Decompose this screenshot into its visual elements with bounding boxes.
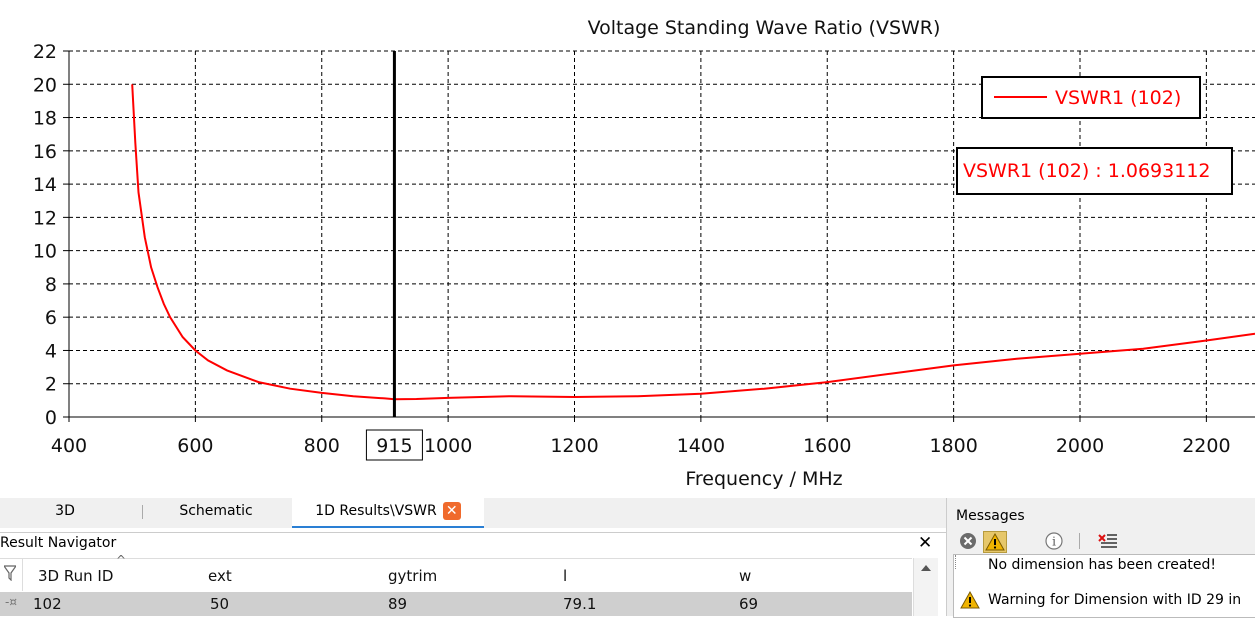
y-tick-label: 12	[33, 207, 57, 229]
messages-title: Messages	[956, 508, 1025, 524]
document-tab-bar: 3D Schematic 1D Results\VSWR ✕	[0, 498, 946, 528]
tab-schematic-label: Schematic	[179, 503, 253, 519]
warning-filter-icon[interactable]	[983, 531, 1007, 553]
column-header-l[interactable]: l	[563, 567, 568, 585]
chart-title: Voltage Standing Wave Ratio (VSWR)	[588, 17, 941, 39]
x-tick-label: 1000	[424, 435, 472, 457]
table-cell-run-id: 102	[33, 595, 62, 613]
y-tick-label: 8	[45, 274, 57, 296]
column-header-ext[interactable]: ext	[208, 567, 232, 585]
messages-panel: Messages i No dimension has been created…	[946, 498, 1255, 618]
x-tick-label: 400	[51, 435, 87, 457]
marker-readout: VSWR1 (102) : 1.0693112	[963, 160, 1211, 182]
legend-label: VSWR1 (102)	[1055, 87, 1181, 109]
tab-separator	[142, 505, 143, 519]
x-axis-label: Frequency / MHz	[685, 468, 842, 490]
tree-line	[955, 555, 957, 569]
message-item[interactable]: No dimension has been created!	[988, 557, 1217, 573]
tab-3d-label: 3D	[55, 503, 75, 519]
x-tick-label: 1600	[803, 435, 851, 457]
info-filter-icon[interactable]: i	[1043, 531, 1065, 551]
y-tick-label: 18	[33, 108, 57, 130]
filter-icon[interactable]	[4, 565, 16, 581]
sort-ascending-icon: ^	[116, 553, 127, 567]
marker-x-label-box	[365, 429, 423, 461]
vswr-series-line[interactable]	[131, 84, 1255, 401]
y-tick-label: 4	[45, 340, 57, 362]
y-tick-label: 0	[45, 407, 57, 429]
y-tick-label: 2	[45, 374, 57, 396]
column-divider	[22, 559, 23, 591]
y-tick-label: 10	[33, 241, 57, 263]
messages-toolbar: i	[947, 528, 1255, 554]
svg-text:i: i	[1052, 535, 1056, 549]
column-header-w[interactable]: w	[739, 567, 752, 585]
vswr-plot-area[interactable]: Voltage Standing Wave Ratio (VSWR) 0 2 4 6 8 1…	[0, 0, 1255, 492]
warning-icon	[960, 591, 980, 609]
message-item[interactable]: Warning for Dimension with ID 29 in	[988, 592, 1242, 608]
tab-3d[interactable]: 3D	[0, 498, 130, 526]
table-cell-w: 69	[739, 595, 759, 613]
x-tick-label: 2000	[1056, 435, 1104, 457]
tab-schematic[interactable]: Schematic	[150, 498, 282, 526]
x-tick-label: 1800	[929, 435, 977, 457]
toolbar-separator	[1079, 533, 1080, 549]
scroll-up-icon[interactable]	[914, 558, 938, 578]
column-header-run-id[interactable]: 3D Run ID	[38, 567, 114, 585]
tab-1d-results-label: 1D Results\VSWR	[315, 503, 437, 519]
vertical-scrollbar[interactable]	[913, 558, 938, 616]
y-tick-label: 16	[33, 141, 57, 163]
y-tick-label: 22	[33, 41, 57, 63]
x-tick-label: 1400	[677, 435, 725, 457]
result-navigator-column-header: 3D Run ID ^ ext gytrim l w	[0, 553, 912, 591]
result-navigator-title: Result Navigator	[0, 535, 117, 551]
marker-readout-box	[956, 147, 1233, 195]
table-cell-l: 79.1	[563, 595, 597, 613]
error-filter-icon[interactable]	[957, 531, 979, 551]
y-tick-label: 6	[45, 307, 57, 329]
result-navigator-header: Result Navigator ✕	[0, 532, 946, 555]
y-tick-label: 20	[33, 74, 57, 96]
pin-icon[interactable]: -¤	[5, 595, 17, 609]
y-tick-label: 14	[33, 174, 57, 196]
messages-list: No dimension has been created! Warning f…	[953, 554, 1255, 618]
table-row[interactable]: -¤ 102 50 89 79.1 69	[0, 592, 912, 616]
x-tick-label: 600	[177, 435, 213, 457]
table-cell-ext: 50	[210, 595, 230, 613]
x-tick-label: 2200	[1182, 435, 1230, 457]
vswr-chart[interactable]: Voltage Standing Wave Ratio (VSWR) 0 2 4 6 8 1…	[0, 0, 1255, 492]
marker-x-label: 915	[376, 435, 412, 457]
close-icon[interactable]: ✕	[918, 533, 933, 553]
tab-1d-results-vswr[interactable]: 1D Results\VSWR ✕	[292, 498, 484, 528]
x-tick-label: 1200	[550, 435, 598, 457]
table-cell-gytrim: 89	[388, 595, 408, 613]
x-tick-label: 800	[304, 435, 340, 457]
clear-messages-icon[interactable]	[1097, 531, 1119, 551]
close-icon[interactable]: ✕	[442, 502, 461, 520]
column-header-gytrim[interactable]: gytrim	[388, 567, 438, 585]
